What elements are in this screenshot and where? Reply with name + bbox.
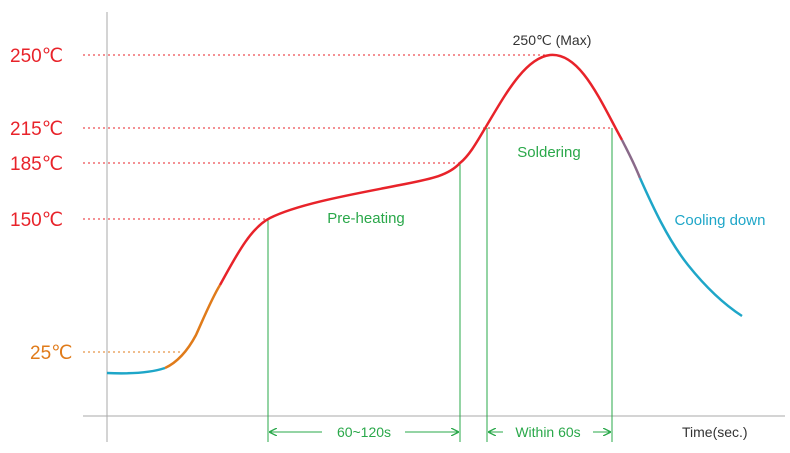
curve-segment-transition [620,139,642,179]
curve-segment-warmup [164,284,222,370]
x-axis-label: Time(sec.) [682,424,748,440]
y-tick-label-215: 215℃ [10,119,63,140]
curve-segment-cooling [638,177,743,318]
y-tick-label-150: 150℃ [10,210,63,231]
peak-annotation: 250℃ (Max) [513,32,592,48]
duration-label-solder: Within 60s [515,424,580,440]
zone-label-preheating: Pre-heating [327,210,405,227]
zone-label-cooling: Cooling down [675,212,766,229]
y-tick-label-250: 250℃ [10,46,63,67]
curve-segment-heating [218,53,624,286]
curve-segment-ambient [106,366,166,375]
duration-label-preheat: 60~120s [337,424,391,440]
zone-label-soldering: Soldering [517,144,580,161]
y-tick-label-185: 185℃ [10,154,63,175]
y-tick-label-25: 25℃ [30,343,72,364]
